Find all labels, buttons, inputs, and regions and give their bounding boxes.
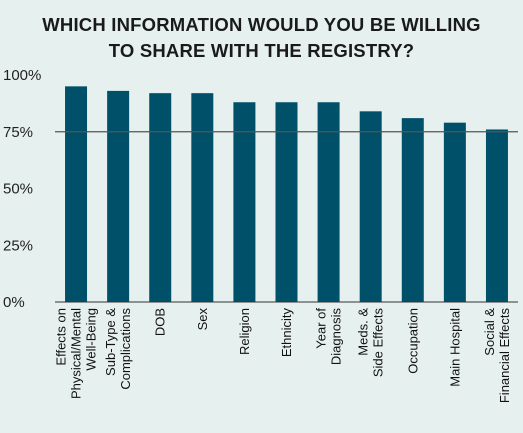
x-tick-label: Main Hospital <box>447 308 462 387</box>
chart-title-line-1: WHICH INFORMATION WOULD YOU BE WILLING <box>42 14 481 35</box>
bar <box>359 111 382 302</box>
bar <box>401 118 424 302</box>
x-tick-label: Year ofDiagnosis <box>314 308 344 366</box>
x-tick-label-line: Occupation <box>405 308 420 374</box>
x-tick-label-line: Religion <box>237 308 252 355</box>
bar <box>275 102 298 303</box>
x-tick-label-line: Effects on <box>54 308 69 366</box>
y-tick-label: 75% <box>3 124 33 141</box>
bar <box>107 90 130 302</box>
x-tick-label-line: Ethnicity <box>279 308 294 358</box>
x-tick-label-line: Financial Effects <box>497 308 512 404</box>
y-tick-label: 100% <box>3 67 41 84</box>
bar <box>233 102 256 303</box>
x-tick-label: Sub-Type &Complications <box>103 308 133 390</box>
bar <box>317 102 340 303</box>
x-tick-label-line: Side Effects <box>371 308 386 378</box>
x-tick-label-line: Physical/Mental <box>69 308 84 399</box>
x-tick-label-line: Social & <box>482 308 497 356</box>
bar <box>149 93 172 302</box>
bar <box>443 122 466 302</box>
x-tick-label-line: Sub-Type & <box>103 308 118 376</box>
x-tick-label-line: Year of <box>314 308 329 349</box>
x-tick-label: Effects onPhysical/MentalWell-Being <box>54 308 99 399</box>
x-tick-label-line: Sex <box>195 308 210 331</box>
x-tick-label-line: Meds. & <box>356 308 371 356</box>
y-tick-label: 50% <box>3 181 33 198</box>
x-tick-label: Social &Financial Effects <box>482 308 512 404</box>
x-tick-label: DOB <box>153 308 168 336</box>
x-tick-label-line: Well-Being <box>84 308 99 371</box>
y-tick-label: 0% <box>3 294 25 311</box>
x-tick-label: Meds. &Side Effects <box>356 308 386 378</box>
x-tick-label-line: Main Hospital <box>447 308 462 387</box>
bar <box>485 129 508 302</box>
x-tick-label: Ethnicity <box>279 308 294 358</box>
bar <box>65 86 88 302</box>
x-tick-label: Sex <box>195 308 210 331</box>
chart-title-line-2: TO SHARE WITH THE REGISTRY? <box>108 40 415 61</box>
x-tick-label-line: DOB <box>153 308 168 336</box>
bar <box>191 93 214 302</box>
x-tick-label: Occupation <box>405 308 420 374</box>
x-tick-label-line: Complications <box>118 308 133 390</box>
y-tick-label: 25% <box>3 237 33 254</box>
x-tick-label: Religion <box>237 308 252 355</box>
x-tick-label-line: Diagnosis <box>329 308 344 366</box>
